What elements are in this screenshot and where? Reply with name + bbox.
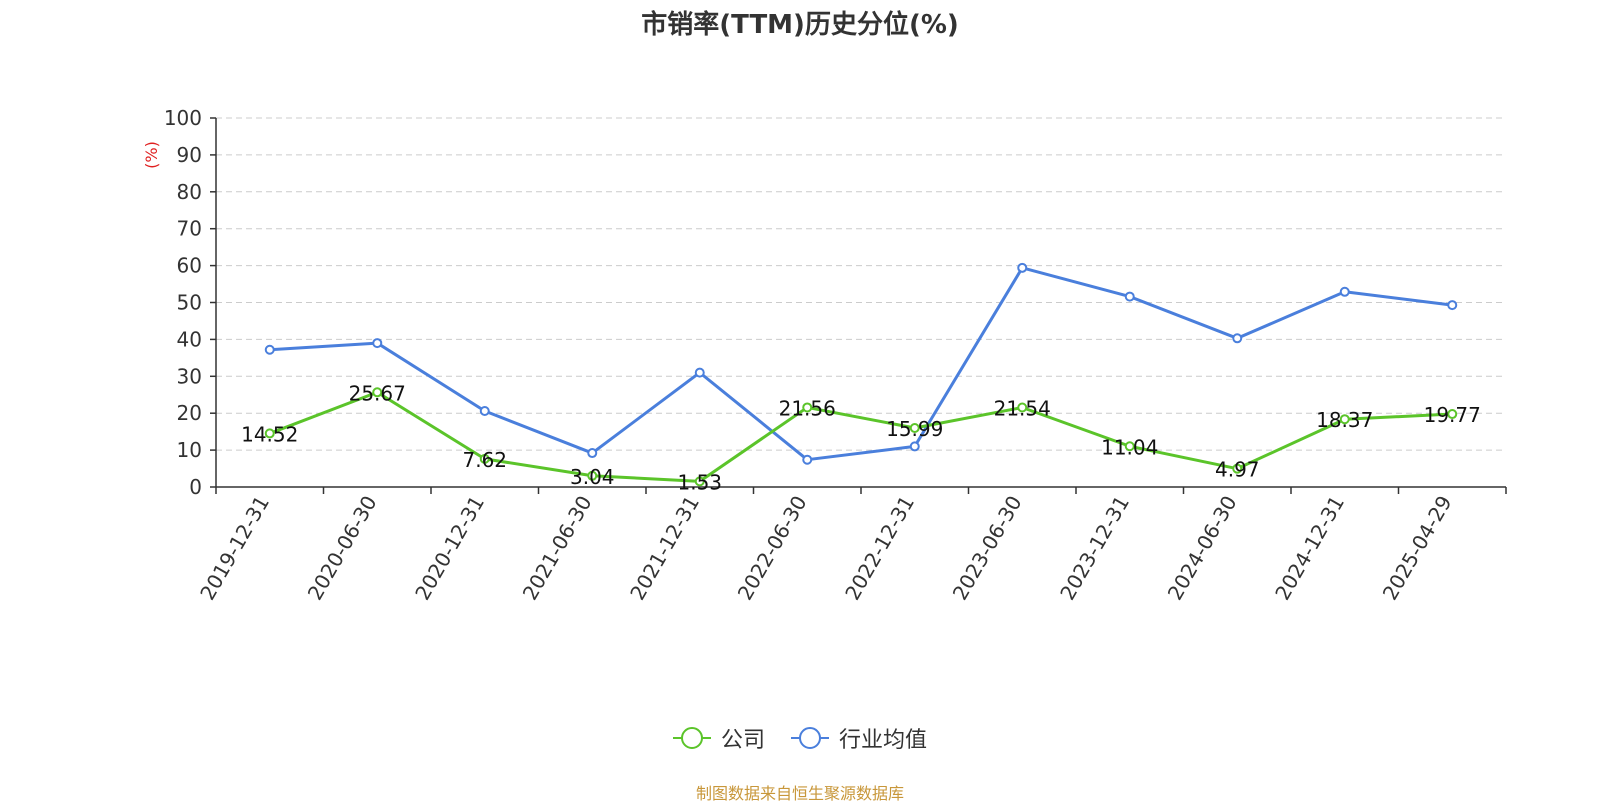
data-point[interactable] [1447, 300, 1458, 311]
data-point[interactable] [479, 453, 490, 464]
legend-company-label: 公司 [720, 728, 765, 753]
data-label: 25.67 [349, 381, 406, 405]
data-label: 18.37 [1316, 408, 1373, 432]
legend-company-icon [672, 727, 711, 749]
data-point[interactable] [264, 428, 275, 439]
data-label: 3.04 [570, 465, 615, 489]
x-tick-label: 2025-04-29 [1378, 492, 1457, 605]
axes [210, 117, 1507, 494]
data-point[interactable] [802, 454, 813, 465]
data-point[interactable] [1447, 409, 1458, 420]
x-tick-label: 2019-12-31 [195, 492, 274, 605]
data-point[interactable] [1339, 414, 1350, 425]
data-label: 7.62 [462, 448, 507, 472]
data-point[interactable] [372, 387, 383, 398]
data-point[interactable] [1339, 286, 1350, 297]
data-label: 4.97 [1215, 458, 1260, 482]
x-tick-label: 2024-12-31 [1270, 492, 1349, 605]
x-tick-label: 2021-12-31 [625, 492, 704, 605]
data-point[interactable] [479, 405, 490, 416]
y-tick-labels: 0 10 20 30 40 50 60 70 80 90 100 [164, 106, 202, 499]
data-point[interactable] [587, 448, 598, 459]
data-point[interactable] [1017, 262, 1028, 273]
y-axis-label: (%) [142, 141, 161, 169]
data-point[interactable] [587, 470, 598, 481]
y-tick-label: 10 [177, 438, 202, 462]
x-tick-label: 2021-06-30 [518, 492, 597, 605]
x-tick-label: 2022-06-30 [733, 492, 812, 605]
data-labels: 14.52 25.67 7.62 3.04 1.53 21.56 15.99 21.54 11.… [241, 381, 1481, 494]
y-tick-label: 30 [177, 364, 202, 388]
x-tick-label: 2024-06-30 [1163, 492, 1242, 605]
data-label: 1.53 [677, 470, 722, 494]
x-tick-label: 2022-12-31 [840, 492, 919, 605]
data-point[interactable] [264, 344, 275, 355]
data-label: 15.99 [886, 417, 943, 441]
legend-item-industry[interactable]: 行业均值 [791, 722, 927, 754]
data-point[interactable] [694, 476, 705, 487]
data-point[interactable] [909, 422, 920, 433]
y-tick-label: 100 [164, 106, 202, 130]
x-tick-label: 2020-06-30 [303, 492, 382, 605]
series-1 [264, 262, 1458, 465]
x-tick-label: 2023-12-31 [1055, 492, 1134, 605]
series-group: 14.52 25.67 7.62 3.04 1.53 21.56 15.99 21.54 11.… [241, 262, 1481, 494]
data-label: 11.04 [1101, 435, 1158, 459]
y-tick-label: 80 [177, 180, 202, 204]
y-tick-label: 0 [189, 475, 202, 499]
data-label: 21.56 [779, 396, 836, 420]
data-point[interactable] [1124, 441, 1135, 452]
legend: 公司 行业均值 [0, 722, 1600, 754]
source-note: 制图数据来自恒生聚源数据库 [695, 784, 904, 803]
data-point[interactable] [1232, 463, 1243, 474]
x-tick-label: 2020-12-31 [410, 492, 489, 605]
data-label: 19.77 [1424, 403, 1481, 427]
legend-item-company[interactable]: 公司 [672, 722, 765, 754]
data-label: 21.54 [994, 397, 1051, 421]
grid-lines [216, 117, 1506, 451]
x-tick-label: 2023-06-30 [948, 492, 1027, 605]
series-line [269, 390, 1453, 483]
legend-industry-label: 行业均值 [839, 728, 928, 753]
chart-title: 市销率(TTM)历史分位(%) [641, 10, 959, 40]
data-point[interactable] [1124, 291, 1135, 302]
data-label: 14.52 [241, 422, 298, 446]
data-point[interactable] [802, 402, 813, 413]
series-line [269, 266, 1453, 462]
y-tick-label: 50 [177, 291, 202, 315]
y-tick-label: 40 [177, 327, 202, 351]
y-tick-label: 20 [177, 401, 202, 425]
data-point[interactable] [1232, 333, 1243, 344]
series-0 [264, 387, 1458, 487]
y-tick-label: 70 [177, 217, 202, 241]
legend-industry-icon [791, 727, 829, 749]
data-point[interactable] [372, 338, 383, 349]
data-point[interactable] [694, 367, 705, 378]
data-point[interactable] [1017, 402, 1028, 413]
x-tick-labels: 2019-12-31 2020-06-30 2020-12-31 2021-06-30… [195, 492, 1456, 605]
y-tick-label: 90 [177, 143, 202, 167]
y-tick-label: 60 [177, 254, 202, 278]
data-point[interactable] [909, 441, 920, 452]
